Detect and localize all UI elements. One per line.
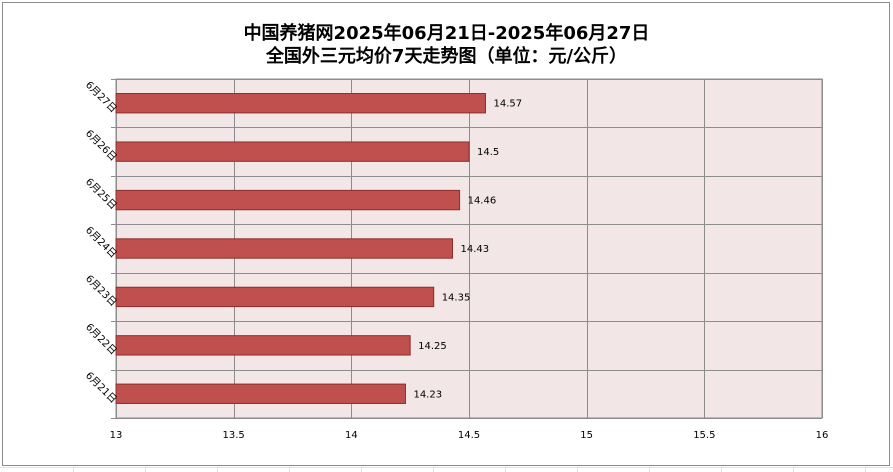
data-label: 14.23	[413, 389, 442, 400]
bar-series	[115, 93, 486, 404]
x-axis: 13 13.5 14 14.5 15 15.5 16	[110, 430, 829, 441]
x-tick-label: 13.5	[223, 430, 245, 441]
y-tick-label: 6月26日	[83, 127, 119, 163]
chart-title: 中国养猪网2025年06月21日-2025年06月27日	[243, 23, 650, 44]
chart-subtitle: 全国外三元均价7天走势图（单位：元/公斤）	[265, 46, 628, 67]
bar	[115, 238, 454, 259]
x-tick-label: 15	[580, 430, 593, 441]
gridlines	[111, 79, 823, 419]
x-tick-label: 13	[110, 430, 123, 441]
data-label: 14.46	[468, 196, 497, 207]
x-tick-label: 14.5	[458, 430, 480, 441]
x-tick-label: 15.5	[693, 430, 715, 441]
bar	[115, 93, 486, 114]
y-tick-label: 6月23日	[83, 273, 119, 309]
bar	[115, 286, 435, 308]
data-label: 14.43	[461, 244, 490, 255]
bar	[115, 189, 461, 211]
y-tick-label: 6月27日	[83, 79, 119, 115]
bar	[115, 383, 406, 404]
x-tick-label: 14	[345, 430, 358, 441]
data-label: 14.57	[493, 99, 522, 110]
data-label: 14.25	[418, 341, 447, 352]
data-label: 14.35	[442, 292, 471, 303]
y-tick-label: 6月24日	[83, 224, 119, 260]
data-labels: 14.23 14.25 14.35 14.43 14.46 14.5 14.57	[413, 99, 522, 401]
y-tick-label: 6月21日	[83, 370, 119, 406]
y-tick-label: 6月22日	[83, 321, 119, 357]
bar	[115, 335, 411, 356]
y-tick-label: 6月25日	[83, 176, 119, 212]
data-label: 14.5	[477, 147, 499, 158]
bar	[115, 141, 470, 162]
y-axis: 6月21日 6月22日 6月23日 6月24日 6月25日 6月26日 6月27日	[83, 79, 119, 406]
x-tick-label: 16	[816, 430, 829, 441]
